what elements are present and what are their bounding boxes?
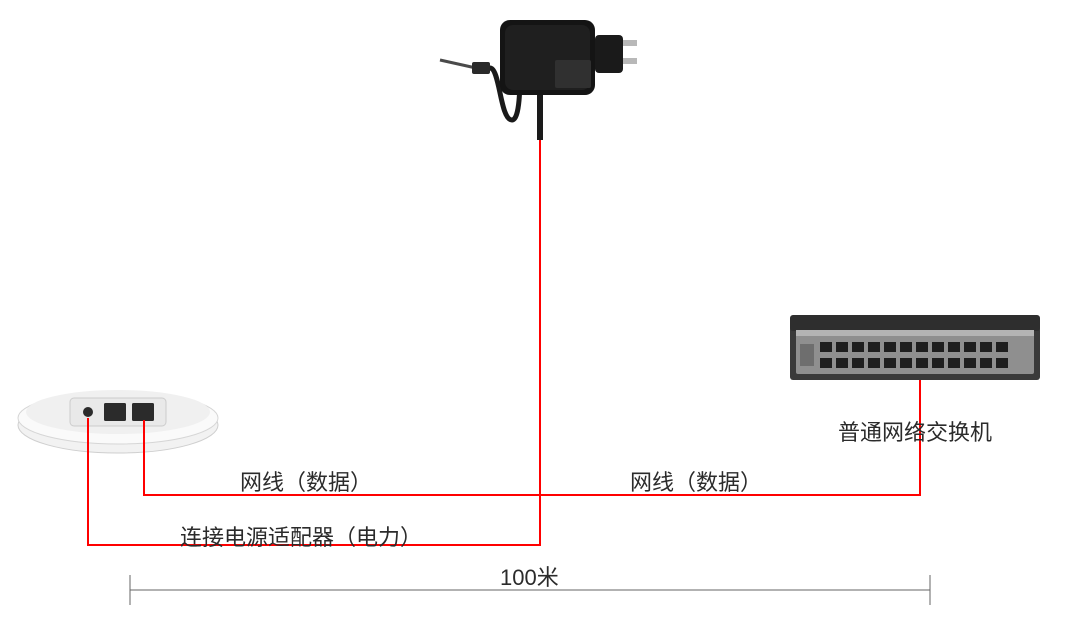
data-line-label-left: 网线（数据）	[240, 465, 372, 497]
diagram-canvas: 普通网络交换机 网线（数据） 网线（数据） 连接电源适配器（电力） 100米	[0, 0, 1067, 626]
switch-caption: 普通网络交换机	[838, 415, 992, 447]
distance-marker	[0, 0, 1067, 626]
access-point-illustration	[0, 0, 1067, 626]
power-adapter-illustration	[0, 0, 1067, 626]
connection-lines	[0, 0, 1067, 626]
data-line-label-right: 网线（数据）	[630, 465, 762, 497]
distance-label: 100米	[500, 560, 559, 592]
power-line-label: 连接电源适配器（电力）	[180, 520, 422, 552]
switch-illustration	[0, 0, 1067, 626]
